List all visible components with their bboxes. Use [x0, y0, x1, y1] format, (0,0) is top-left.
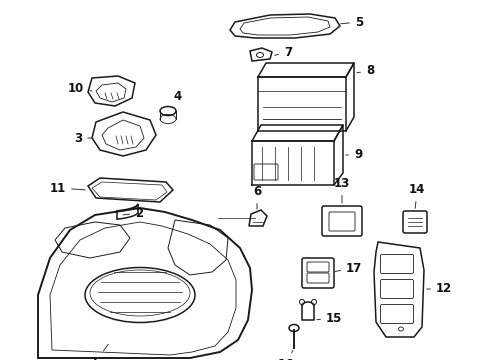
Text: 8: 8 [357, 64, 374, 77]
Text: 13: 13 [334, 177, 350, 203]
Text: 3: 3 [74, 131, 93, 144]
Text: 2: 2 [123, 207, 144, 220]
Text: 4: 4 [168, 90, 181, 107]
Text: 6: 6 [253, 185, 261, 209]
Text: 17: 17 [335, 261, 362, 274]
Text: 1: 1 [91, 344, 108, 360]
Text: 12: 12 [427, 283, 452, 296]
Text: 10: 10 [68, 81, 92, 94]
Text: 14: 14 [409, 183, 425, 208]
Text: 15: 15 [317, 311, 343, 324]
Text: 9: 9 [346, 148, 362, 162]
Text: 16: 16 [278, 351, 294, 360]
Text: 11: 11 [50, 181, 85, 194]
Text: 5: 5 [341, 15, 363, 28]
Text: 7: 7 [275, 45, 292, 58]
